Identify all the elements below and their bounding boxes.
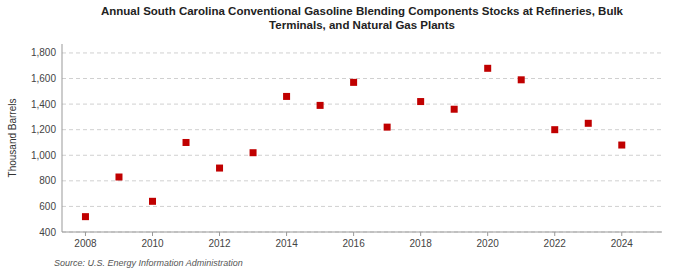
point xyxy=(551,126,558,133)
grid-line xyxy=(62,155,662,156)
point xyxy=(250,149,257,156)
y-tick-label: 1,600 xyxy=(31,73,56,84)
point xyxy=(216,165,223,172)
point xyxy=(350,79,357,86)
x-tick xyxy=(420,232,421,236)
title-line: Annual South Carolina Conventional Gasol… xyxy=(101,5,624,17)
grid-line xyxy=(62,129,662,130)
x-tick-label: 2010 xyxy=(141,238,164,249)
grid-line xyxy=(62,52,662,53)
x-tick-label: 2008 xyxy=(74,238,97,249)
x-tick-label: 2016 xyxy=(342,238,365,249)
y-tick-label: 1,200 xyxy=(31,124,56,135)
x-tick xyxy=(554,232,555,236)
y-axis-line xyxy=(62,44,63,232)
y-tick-label: 1,000 xyxy=(31,150,56,161)
title-line: Terminals, and Natural Gas Plants xyxy=(269,19,455,31)
x-tick xyxy=(487,232,488,236)
point xyxy=(451,106,458,113)
grid-line xyxy=(62,180,662,181)
grid xyxy=(62,53,662,232)
x-tick xyxy=(219,232,220,236)
y-tick-label: 1,800 xyxy=(31,47,56,58)
point xyxy=(618,142,625,149)
x-tick xyxy=(286,232,287,236)
point xyxy=(283,93,290,100)
point xyxy=(183,139,190,146)
point xyxy=(585,120,592,127)
x-tick-label: 2018 xyxy=(410,238,433,249)
x-tick xyxy=(152,232,153,236)
x-tick xyxy=(621,232,622,236)
y-tick-label: 600 xyxy=(39,201,56,212)
point xyxy=(518,76,525,83)
x-tick-label: 2012 xyxy=(208,238,231,249)
point xyxy=(115,174,122,181)
x-tick-label: 2022 xyxy=(544,238,567,249)
y-axis-label: Thousand Barrels xyxy=(7,99,18,178)
chart: Annual South Carolina Conventional Gasol… xyxy=(0,0,675,275)
x-axis-line xyxy=(62,232,662,233)
grid-line xyxy=(62,78,662,79)
x-tick xyxy=(353,232,354,236)
y-tick-label: 800 xyxy=(39,175,56,186)
point xyxy=(484,65,491,72)
grid-line xyxy=(62,206,662,207)
y-tick-label: 400 xyxy=(39,227,56,238)
x-tick xyxy=(85,232,86,236)
x-tick-label: 2024 xyxy=(611,238,634,249)
point xyxy=(149,198,156,205)
grid-line xyxy=(62,232,662,233)
point xyxy=(82,213,89,220)
x-tick-label: 2020 xyxy=(477,238,500,249)
points xyxy=(82,65,625,220)
x-tick-label: 2014 xyxy=(275,238,298,249)
title: Annual South Carolina Conventional Gasol… xyxy=(101,5,624,31)
grid-line xyxy=(62,104,662,105)
point xyxy=(384,124,391,131)
point xyxy=(417,98,424,105)
annotation: Source: U.S. Energy Information Administ… xyxy=(54,258,243,268)
point xyxy=(317,102,324,109)
y-tick-label: 1,400 xyxy=(31,99,56,110)
